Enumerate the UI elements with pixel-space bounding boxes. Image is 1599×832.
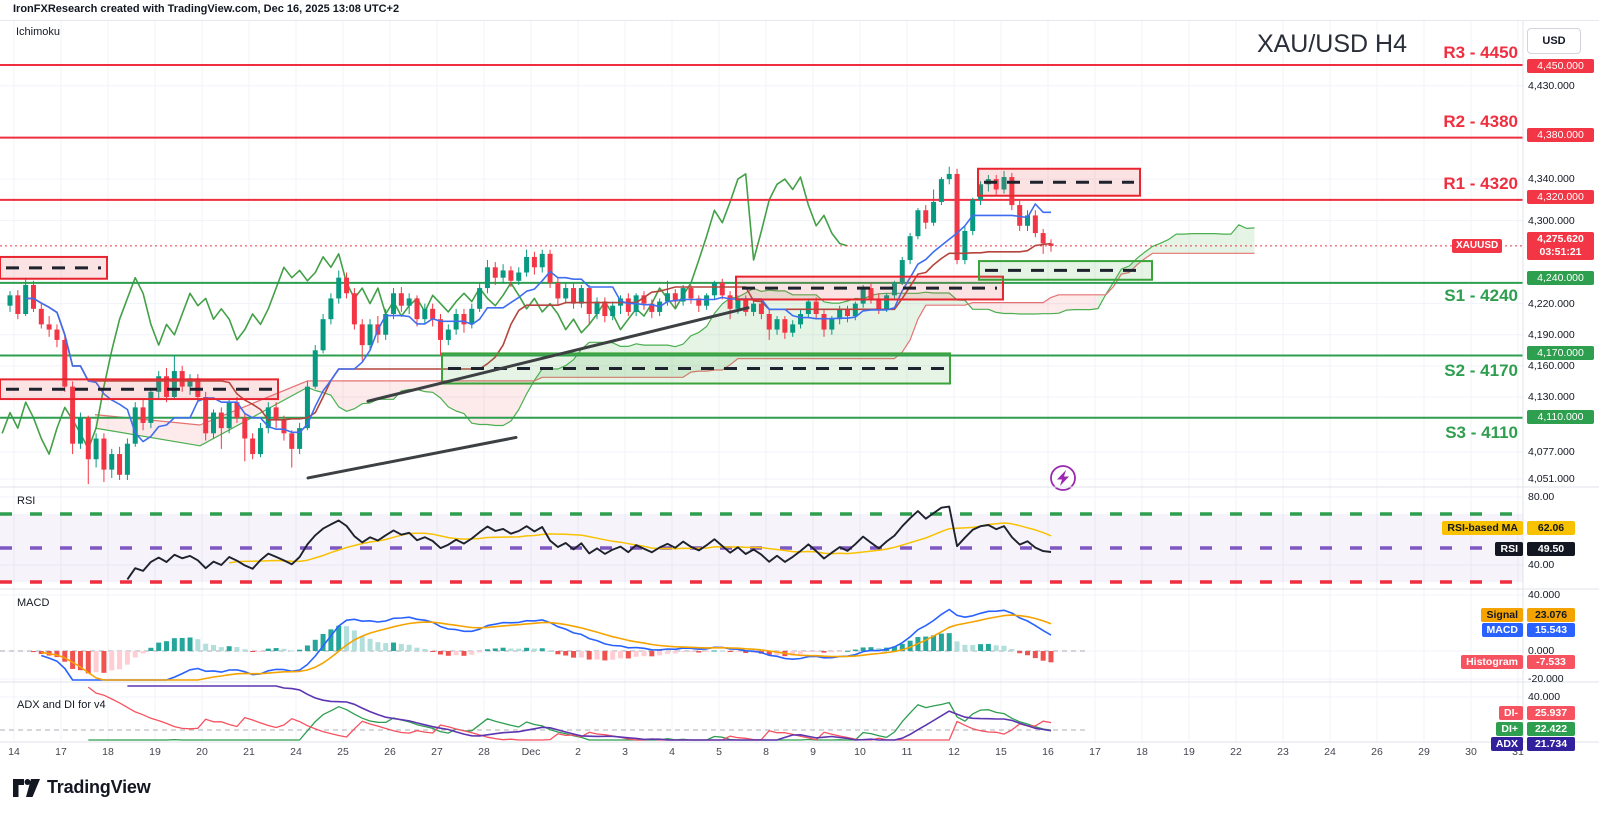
time-axis-label: 31: [1512, 746, 1524, 758]
time-axis-label: 18: [102, 746, 114, 758]
ichimoku-indicator-label[interactable]: Ichimoku: [16, 26, 61, 38]
price-axis-label: 4,190.000: [1528, 328, 1575, 341]
time-axis-label: 26: [384, 746, 396, 758]
time-axis-label: 8: [763, 746, 769, 758]
time-axis-label: 19: [1183, 746, 1195, 758]
time-axis-label: 9: [810, 746, 816, 758]
tradingview-logo-icon: [13, 778, 40, 797]
time-axis-label: 17: [55, 746, 67, 758]
time-axis-label: 27: [431, 746, 443, 758]
price-axis-label: 4,430.000: [1528, 79, 1575, 92]
price-chart-canvas[interactable]: [0, 0, 1599, 770]
axis-badge-r3: 4,450.000: [1527, 59, 1594, 73]
axis-badge-s2: 4,170.000: [1527, 346, 1594, 360]
macd-label: MACD: [1481, 623, 1523, 637]
time-axis-label: 29: [1418, 746, 1430, 758]
time-axis-label: 30: [1465, 746, 1477, 758]
time-axis-label: 15: [995, 746, 1007, 758]
price-axis-label: 4,220.000: [1528, 297, 1575, 310]
currency-button[interactable]: USD: [1527, 28, 1581, 54]
time-axis-label: 14: [8, 746, 20, 758]
time-axis-label: 10: [854, 746, 866, 758]
time-axis-label: 21: [243, 746, 255, 758]
price-axis-label: -20.000: [1528, 673, 1564, 685]
rsi-ma-label: RSI-based MA: [1442, 521, 1523, 535]
price-axis-label: 4,130.000: [1528, 391, 1575, 403]
time-axis-label: 4: [669, 746, 675, 758]
time-axis-label: 28: [478, 746, 490, 758]
time-axis-label: 2: [575, 746, 581, 758]
price-axis-label: 40.000: [1528, 589, 1561, 601]
time-axis-label: 26: [1371, 746, 1383, 758]
time-axis-label: 25: [337, 746, 349, 758]
price-axis-label: 80.00: [1528, 491, 1555, 503]
time-axis-label: 19: [149, 746, 161, 758]
di-minus-label: DI-: [1499, 706, 1523, 720]
tradingview-logo[interactable]: TradingView: [13, 777, 151, 798]
level-label-r3: R3 - 4450: [1443, 43, 1518, 62]
level-label-s1: S1 - 4240: [1444, 286, 1518, 305]
level-label-s2: S2 - 4170: [1444, 361, 1518, 380]
histogram-label: Histogram: [1461, 655, 1523, 669]
time-axis-label: 11: [901, 746, 913, 758]
symbol-badge: XAUUSD: [1452, 239, 1503, 253]
adx-label: ADX: [1490, 737, 1523, 751]
time-axis-label: 5: [716, 746, 722, 758]
price-axis-label: 40.000: [1528, 691, 1561, 703]
time-axis-label: 3: [622, 746, 628, 758]
tradingview-brand-text: TradingView: [47, 777, 151, 797]
time-axis-label: 18: [1136, 746, 1148, 758]
rsi-panel-title[interactable]: RSI: [17, 495, 36, 507]
price-axis-label: 4,051.000: [1528, 472, 1575, 485]
attribution-text: IronFXResearch created with TradingView.…: [13, 3, 400, 15]
signal-value: 23.076: [1527, 608, 1575, 622]
histogram-value: -7.533: [1527, 655, 1575, 669]
price-axis-label: 40.00: [1528, 559, 1555, 571]
di-plus-label: DI+: [1496, 722, 1523, 736]
bar-countdown: 03:51:21: [1539, 246, 1582, 258]
time-axis-label: 22: [1230, 746, 1242, 758]
rsi-ma-value: 62.06: [1527, 521, 1575, 535]
macd-panel-title[interactable]: MACD: [17, 597, 50, 609]
rsi-value: 49.50: [1527, 542, 1575, 556]
last-price-badge: 4,275.620 03:51:21: [1527, 232, 1594, 260]
di-minus-value: 25.937: [1527, 706, 1575, 720]
price-axis-label: 4,160.000: [1528, 359, 1575, 372]
time-axis-label: Dec: [521, 746, 541, 758]
rsi-label: RSI: [1495, 542, 1523, 556]
time-axis-label: 17: [1089, 746, 1101, 758]
di-plus-value: 22.422: [1527, 722, 1575, 736]
level-label-s3: S3 - 4110: [1445, 423, 1518, 442]
axis-badge-r1: 4,320.000: [1527, 190, 1594, 204]
adx-panel-title[interactable]: ADX and DI for v4: [17, 699, 106, 711]
price-axis-label: 4,077.000: [1528, 445, 1575, 458]
time-axis-label: 24: [1324, 746, 1336, 758]
level-label-r1: R1 - 4320: [1443, 174, 1518, 193]
adx-value: 21.734: [1527, 737, 1575, 751]
top-attribution-bar: [0, 0, 1599, 21]
time-axis-label: 12: [948, 746, 960, 758]
axis-badge-r2: 4,380.000: [1527, 128, 1594, 142]
last-price-value: 4,275.620: [1537, 233, 1584, 245]
chart-title: XAU/USD H4: [1256, 30, 1407, 58]
time-axis-label: 23: [1277, 746, 1289, 758]
time-axis-label: 20: [196, 746, 208, 758]
price-axis-label: 4,300.000: [1528, 214, 1575, 227]
signal-label: Signal: [1481, 608, 1523, 622]
axis-badge-s3: 4,110.000: [1527, 410, 1594, 424]
level-label-r2: R2 - 4380: [1443, 112, 1518, 131]
time-axis-label: 16: [1042, 746, 1054, 758]
axis-badge-s1: 4,240.000: [1527, 271, 1594, 285]
macd-value: 15.543: [1527, 623, 1575, 637]
time-axis-label: 24: [290, 746, 302, 758]
price-axis-label: 0.000: [1528, 645, 1555, 657]
price-axis-label: 4,340.000: [1528, 173, 1575, 186]
